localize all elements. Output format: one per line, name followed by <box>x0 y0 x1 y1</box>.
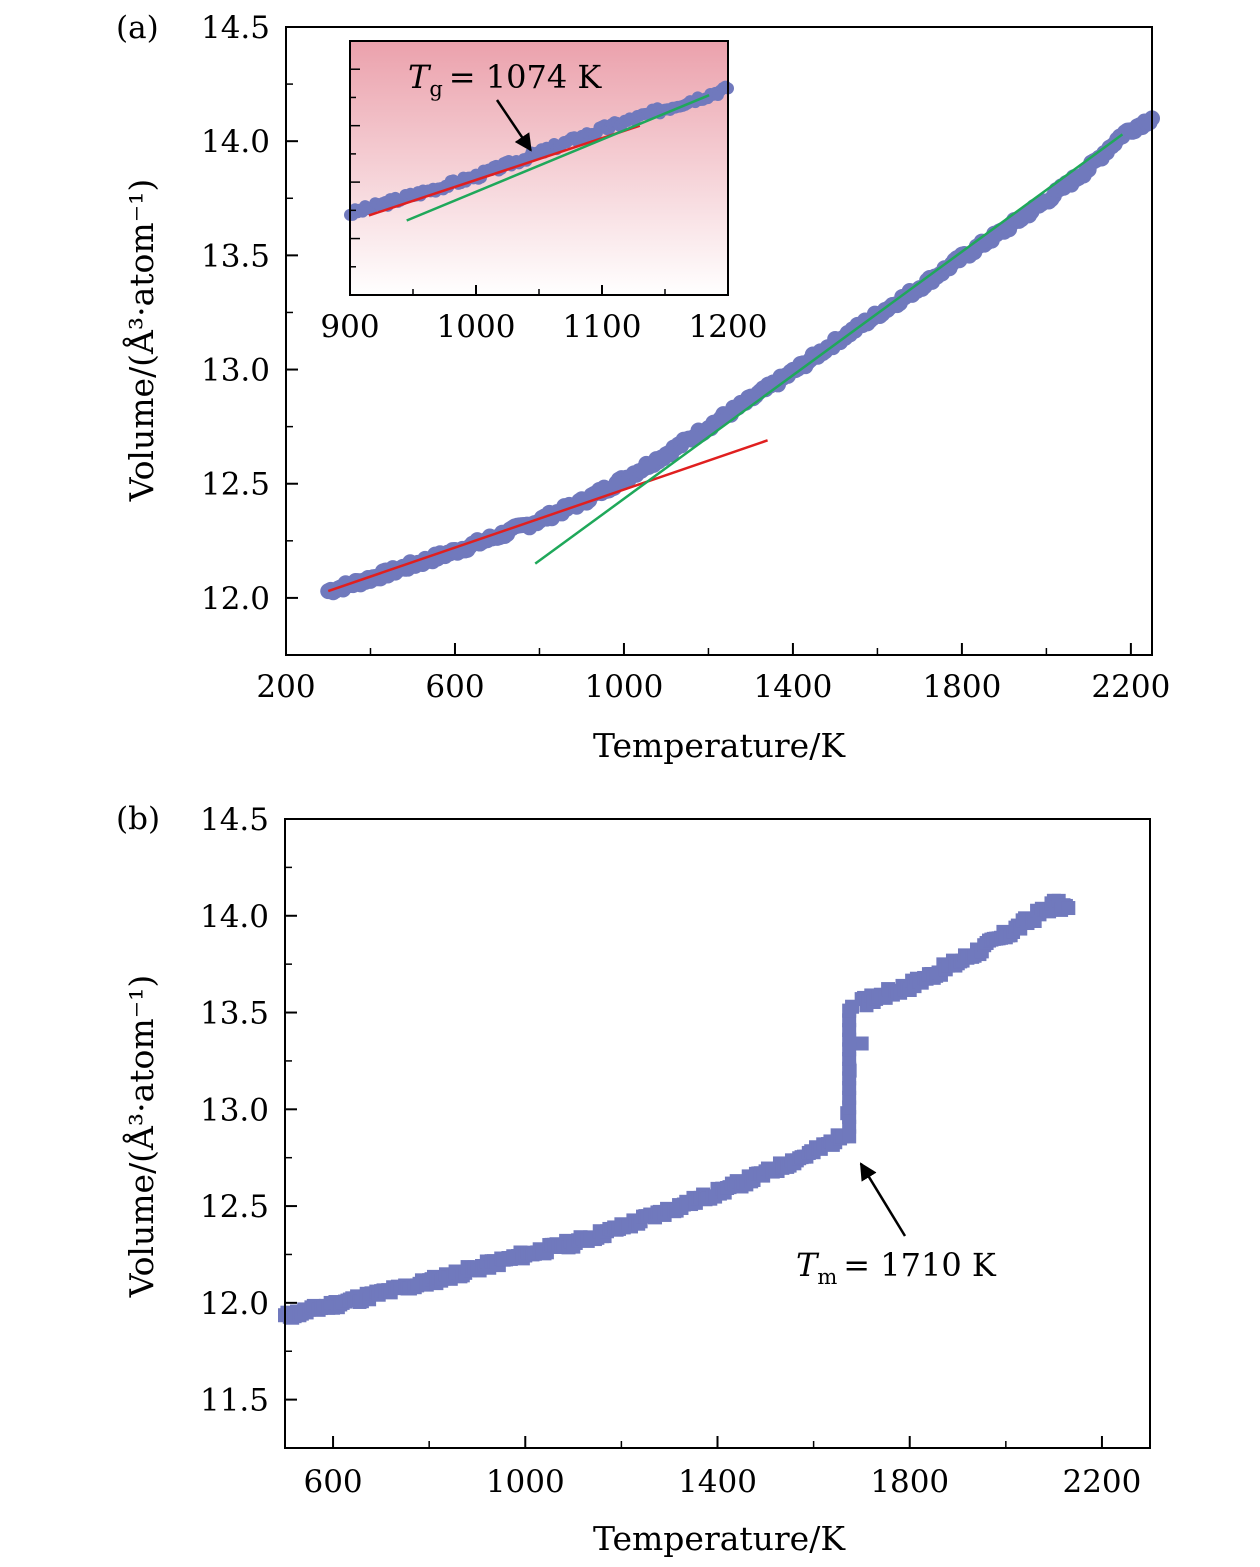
panel-b-y-tick-label: 13.0 <box>200 1092 269 1128</box>
inset-fit-lines <box>368 94 710 222</box>
panel-a-fit-line <box>327 439 768 593</box>
inset-axes: 900 1000 1100 1200 <box>320 40 768 345</box>
tg-value: = 1074 K <box>449 58 603 96</box>
panel-b-data-point <box>842 1003 857 1018</box>
panel-a-inset: 900 1000 1100 1200 Tg = 1074 K <box>320 40 768 345</box>
panel-b-label: (b) <box>116 801 160 837</box>
inset-background <box>350 41 728 295</box>
panel-b-y-tick-label: 12.0 <box>200 1286 269 1322</box>
panel-a-fit-line <box>534 133 1124 565</box>
panel-b-x-tick-label: 600 <box>303 1464 362 1500</box>
panel-b-y-tick-label: 14.5 <box>200 802 269 838</box>
panel-a-x-tick-label: 1000 <box>584 669 663 705</box>
panel-a-x-tick-label: 1400 <box>753 669 832 705</box>
panel-a-x-tick-label: 600 <box>425 669 484 705</box>
panel-b-data-point <box>854 1036 869 1051</box>
panel-a-fit-lines <box>327 133 1124 593</box>
panel-b-y-tick-label: 13.5 <box>200 996 269 1032</box>
panel-b-x-axis-title: Temperature/K <box>593 1519 846 1558</box>
panel-a-y-tick-label: 12.5 <box>201 467 270 503</box>
panel-a-y-tick-label: 13.0 <box>201 353 270 389</box>
panel-b-x-tick-label: 1400 <box>678 1464 757 1500</box>
inset-x-tick-label: 1100 <box>563 309 642 345</box>
panel-a-y-axis-title: Volume/(Å³·atom⁻¹) <box>121 179 161 502</box>
tg-symbol: T <box>408 58 432 96</box>
panel-b-data-point <box>1061 901 1076 916</box>
panel-b-x-tick-label: 1000 <box>486 1464 565 1500</box>
panel-a-x-tick-label: 1800 <box>922 669 1001 705</box>
panel-b-axes: 600 1000 1400 1800 2200 11.5 12.0 12.5 13.0 13.5 1… <box>200 802 1151 1500</box>
inset-x-tick-label: 900 <box>320 309 379 345</box>
inset-fit-line <box>406 94 710 222</box>
tg-subscript: g <box>429 77 442 101</box>
panel-b-y-tick-label: 12.5 <box>200 1189 269 1225</box>
panel-a-y-tick-label: 13.5 <box>201 238 270 274</box>
panel-a-y-tick-label: 14.0 <box>201 124 270 160</box>
panel-b: (b) 600 1000 1400 1800 2200 11.5 12.0 12.5 13.0 1… <box>116 801 1151 1558</box>
inset-x-tick-label: 1200 <box>689 309 768 345</box>
panel-a-frame <box>285 26 1153 656</box>
tm-value: = 1710 K <box>843 1246 997 1284</box>
panel-b-points <box>278 893 1076 1325</box>
panel-a-x-tick-label: 2200 <box>1091 669 1170 705</box>
panel-b-x-tick-label: 1800 <box>870 1464 949 1500</box>
panel-a-label: (a) <box>116 10 159 46</box>
inset-fit-line <box>368 124 641 217</box>
panel-b-y-axis-title: Volume/(Å³·atom⁻¹) <box>121 975 161 1298</box>
panel-b-y-tick-label: 11.5 <box>200 1383 269 1419</box>
panel-a-x-axis-title: Temperature/K <box>593 726 846 765</box>
tg-annotation: Tg = 1074 K <box>408 58 602 101</box>
tm-symbol: T <box>796 1246 820 1284</box>
tm-arrow <box>859 1162 907 1237</box>
panel-b-x-tick-label: 2200 <box>1062 1464 1141 1500</box>
panel-a-y-tick-label: 14.5 <box>201 10 270 46</box>
tg-arrow <box>495 99 532 152</box>
tm-subscript: m <box>817 1265 837 1289</box>
panel-a-axes: 200 600 1000 1400 1800 2200 12.0 12.5 13.0 13.5 14… <box>201 10 1170 705</box>
panel-a: (a) 200 600 1000 1400 1800 2200 12.0 12.5 13.0 13… <box>116 10 1170 765</box>
panel-b-y-tick-label: 14.0 <box>200 899 269 935</box>
tm-annotation: Tm = 1710 K <box>796 1246 997 1289</box>
inset-x-tick-label: 1000 <box>437 309 516 345</box>
panel-a-x-tick-label: 200 <box>256 669 315 705</box>
panel-a-y-tick-label: 12.0 <box>201 581 270 617</box>
